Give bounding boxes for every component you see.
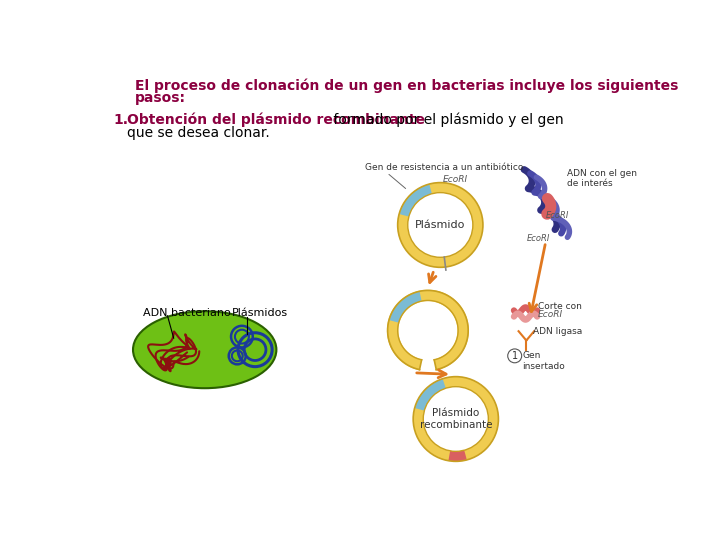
Circle shape — [508, 349, 522, 363]
Text: EcoRI: EcoRI — [538, 310, 563, 320]
Text: Plásmidos: Plásmidos — [232, 308, 288, 318]
Text: 1: 1 — [512, 351, 518, 361]
Text: EcoRI: EcoRI — [546, 211, 569, 220]
Polygon shape — [415, 379, 446, 410]
Text: Plásmido: Plásmido — [415, 220, 466, 230]
Text: formado por el plásmido y el gen: formado por el plásmido y el gen — [329, 112, 563, 127]
Text: EcoRI: EcoRI — [526, 234, 549, 243]
Text: El proceso de clonación de un gen en bacterias incluye los siguientes: El proceso de clonación de un gen en bac… — [135, 79, 678, 93]
Text: 1.: 1. — [113, 112, 128, 126]
Text: ADN bacteriano: ADN bacteriano — [143, 308, 230, 318]
Ellipse shape — [133, 311, 276, 388]
Polygon shape — [449, 450, 467, 461]
Text: ADN ligasa: ADN ligasa — [534, 327, 582, 335]
Text: pasos:: pasos: — [135, 91, 186, 105]
Polygon shape — [387, 291, 468, 369]
Text: Plásmido
recombinante: Plásmido recombinante — [420, 408, 492, 430]
Text: Gen
insertado: Gen insertado — [523, 351, 565, 370]
Text: Corte con: Corte con — [538, 302, 582, 311]
Text: que se desea clonar.: que se desea clonar. — [127, 126, 270, 140]
Text: Obtención del plásmido recombinante: Obtención del plásmido recombinante — [127, 112, 426, 127]
Text: Gen de resistencia a un antibiótico: Gen de resistencia a un antibiótico — [365, 164, 523, 172]
Polygon shape — [397, 183, 483, 267]
Polygon shape — [413, 377, 498, 461]
Polygon shape — [389, 291, 422, 323]
Text: EcoRI: EcoRI — [443, 175, 468, 184]
Text: ADN con el gen
de interés: ADN con el gen de interés — [567, 168, 637, 188]
Polygon shape — [399, 184, 432, 217]
